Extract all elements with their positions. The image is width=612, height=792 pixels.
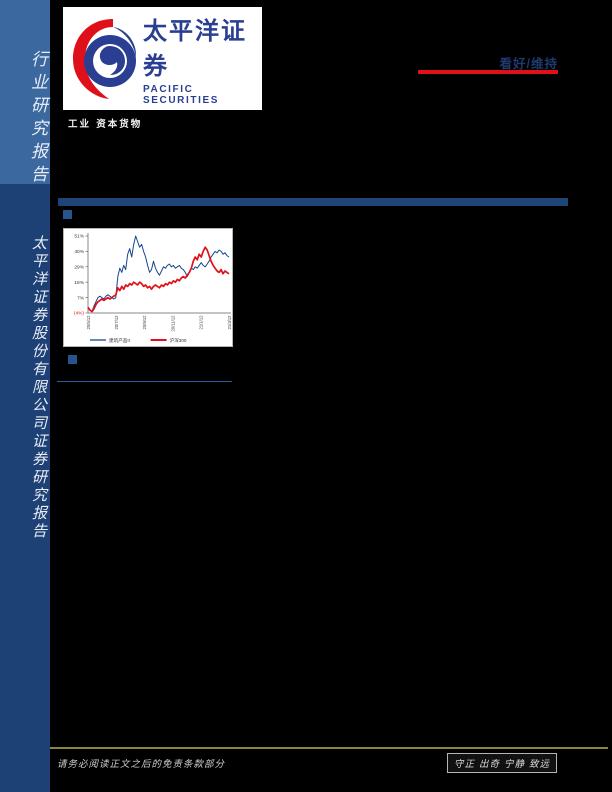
sidebar-bottom-band — [0, 184, 50, 792]
svg-text:(4%): (4%) — [74, 311, 85, 317]
pacific-securities-logo-icon — [73, 18, 137, 99]
svg-text:21/3/12: 21/3/12 — [227, 315, 232, 330]
svg-text:18%: 18% — [74, 280, 84, 286]
industry-performance-chart: 51% 40% 29% 18% 7% (4%) 20/5/12 20/7/12 20/9/12 2… — [63, 228, 233, 347]
svg-text:建筑产品II: 建筑产品II — [109, 337, 130, 344]
svg-text:21/1/12: 21/1/12 — [199, 315, 204, 330]
svg-text:29%: 29% — [74, 265, 84, 271]
section-divider-line — [57, 381, 232, 382]
section-divider-bar — [58, 198, 568, 206]
sidebar-report-type-label: 行业研究报告 — [27, 50, 47, 188]
footer-rule — [50, 747, 608, 749]
sidebar-company-label: 太平洋证券股份有限公司证券研究报告 — [30, 235, 48, 541]
logo-english-name: PACIFIC SECURITIES — [143, 84, 220, 106]
disclaimer-text: 请务必阅读正文之后的免责条款部分 — [57, 759, 226, 770]
rating-label: 看好/维持 — [499, 57, 558, 71]
svg-text:7%: 7% — [77, 295, 85, 301]
svg-text:20/5/12: 20/5/12 — [86, 315, 91, 330]
company-motto: 守正 出奇 宁静 致远 — [447, 753, 558, 773]
svg-text:40%: 40% — [74, 249, 84, 255]
svg-text:20/9/12: 20/9/12 — [142, 315, 147, 330]
company-logo: 太平洋证券 PACIFIC SECURITIES — [63, 7, 262, 110]
svg-text:20/11/12: 20/11/12 — [170, 315, 175, 332]
section-bullet-icon — [68, 355, 77, 364]
svg-text:沪深300: 沪深300 — [170, 337, 187, 344]
svg-text:20/7/12: 20/7/12 — [114, 315, 119, 330]
rating-underline — [418, 70, 558, 74]
section-bullet-icon — [63, 210, 72, 219]
logo-chinese-name: 太平洋证券 — [143, 18, 247, 80]
sidebar-top-band — [0, 0, 50, 184]
industry-category-label: 工业 资本货物 — [68, 119, 143, 130]
svg-text:51%: 51% — [74, 234, 84, 240]
